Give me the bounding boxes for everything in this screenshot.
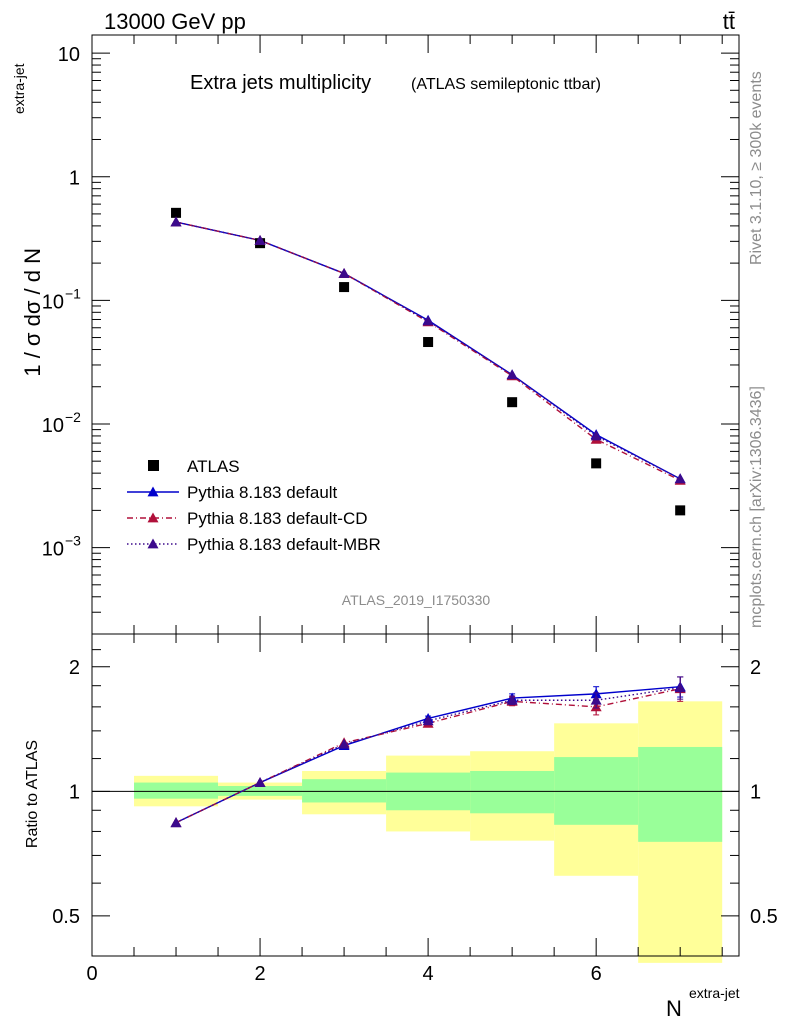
ratio-y-tick-label: 2 [69,657,80,679]
ratio-point-2 [422,715,434,726]
main-y-axis-label-sup: extra-jet [11,63,27,114]
mcplots-label: mcplots.cern.ch [arXiv:1306.3436] [748,386,765,628]
mc-point-3 [674,473,686,484]
legend-marker-1 [147,486,159,497]
legend-marker-3 [147,538,159,549]
ratio-y-tick-label-right: 0.5 [750,906,778,928]
main-y-tick-label: 10 [42,539,64,561]
x-tick-label: 0 [86,963,97,985]
ratio-point-2 [254,777,266,787]
x-axis-label: N [666,996,682,1021]
main-y-tick-label: 10 [58,44,80,66]
ratio-y-tick-label-right: 2 [750,657,761,679]
legend-label-1: Pythia 8.183 default [187,483,338,502]
data-point-atlas [423,337,434,348]
ratio-point-2 [674,682,686,693]
ratio-point-2 [170,817,182,828]
ratio-point-2 [338,738,350,749]
data-point-atlas [675,505,686,516]
legend: ATLAS Pythia 8.183 default Pythia 8.183 de… [127,457,381,554]
series-line-2 [175,221,681,481]
analysis-watermark: ATLAS_2019_I1750330 [342,592,491,608]
legend-label-2: Pythia 8.183 default-CD [187,509,368,528]
x-tick-label: 2 [254,963,265,985]
mc-point-3 [422,315,434,326]
legend-label-3: Pythia 8.183 default-MBR [187,535,381,554]
ratio-y-tick-label: 0.5 [52,906,80,928]
main-y-tick-label: 10 [42,291,64,313]
legend-marker-atlas [148,460,159,471]
x-tick-label: 4 [423,963,434,985]
ratio-band-green-6 [638,746,723,842]
ratio-panel: 0 2 4 6 2 2 1 1 0.5 0.5 [52,633,778,985]
mc-point-3 [170,216,182,227]
legend-label-0: ATLAS [187,457,240,476]
data-point-atlas [591,458,602,469]
ratio-y-axis-label: Ratio to ATLAS [24,740,41,848]
main-y-tick-label-exp: −2 [65,409,81,425]
ratio-band-green-2 [302,779,387,803]
x-tick-label: 6 [591,963,602,985]
main-series [170,207,686,516]
ratio-point-2 [590,694,602,705]
mc-point-3 [506,369,518,380]
series-line-1 [175,221,681,480]
main-y-axis-label: 1 / σ dσ / d N [20,248,45,377]
mc-point-3 [254,234,266,245]
main-y-tick-label: 10 [42,415,64,437]
ratio-band-green-0 [134,782,219,799]
main-y-tick-label-exp: −3 [65,533,81,549]
ratio-y-tick-label-right: 1 [750,781,761,803]
ratio-y-tick-label: 1 [69,781,80,803]
data-point-atlas [339,282,350,293]
ratio-band-green-4 [470,770,555,814]
main-y-tick-label-exp: −1 [65,285,81,301]
beam-label: 13000 GeV pp [104,9,246,34]
mc-point-3 [338,267,350,278]
rivet-label: Rivet 3.1.10, ≥ 300k events [748,71,765,265]
ratio-frame [91,633,740,957]
data-point-atlas [507,397,518,408]
data-point-atlas [171,207,182,218]
ratio-point-2 [506,694,518,705]
x-axis-label-sup: extra-jet [689,985,740,1001]
mc-point-3 [590,430,602,441]
chart-title: Extra jets multiplicity [190,72,371,94]
chart-subtitle: (ATLAS semileptonic ttbar) [411,76,601,93]
process-label: tt̄ [723,9,735,34]
legend-marker-2 [147,512,159,523]
main-y-tick-label: 1 [69,168,80,190]
series-line-3 [175,221,681,480]
